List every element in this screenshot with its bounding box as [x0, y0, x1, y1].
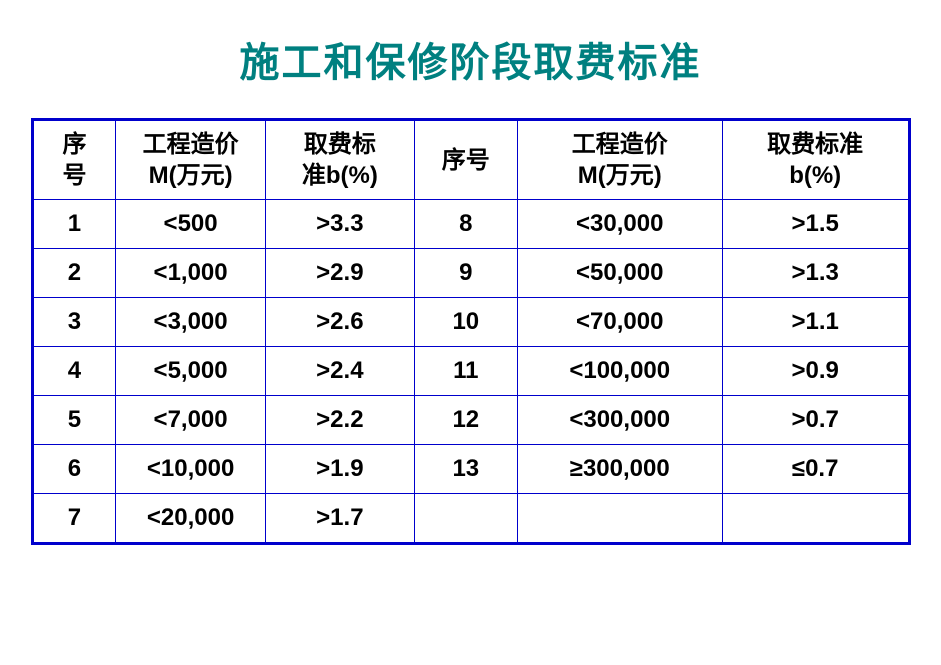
header-label-line1: 工程造价	[143, 131, 239, 158]
cell-cost: <50,000	[517, 249, 722, 298]
cell-seq: 8	[414, 200, 517, 249]
cell-rate: >0.9	[722, 347, 909, 396]
cell-empty	[517, 494, 722, 544]
header-label-line2: M(万元)	[149, 162, 233, 189]
cell-seq: 3	[32, 298, 116, 347]
table-row: 5 <7,000 >2.2 12 <300,000 >0.7	[32, 396, 909, 445]
header-label-line2: M(万元)	[578, 162, 662, 189]
header-label-line1: 取费标	[304, 131, 376, 158]
cell-cost: <7,000	[116, 396, 265, 445]
table-row: 3 <3,000 >2.6 10 <70,000 >1.1	[32, 298, 909, 347]
cell-seq: 5	[32, 396, 116, 445]
header-label-line2: 准b(%)	[302, 162, 378, 189]
table-body: 1 <500 >3.3 8 <30,000 >1.5 2 <1,000 >2.9…	[32, 200, 909, 544]
header-label: 序号	[442, 147, 490, 174]
cell-rate: >3.3	[265, 200, 414, 249]
cell-rate: >1.3	[722, 249, 909, 298]
header-seq-left: 序号	[32, 120, 116, 200]
cell-seq: 7	[32, 494, 116, 544]
cell-cost: <10,000	[116, 445, 265, 494]
cell-rate: >2.4	[265, 347, 414, 396]
cell-seq: 6	[32, 445, 116, 494]
cell-cost: <70,000	[517, 298, 722, 347]
table-row: 7 <20,000 >1.7	[32, 494, 909, 544]
cell-cost: <100,000	[517, 347, 722, 396]
table-row: 1 <500 >3.3 8 <30,000 >1.5	[32, 200, 909, 249]
cell-seq: 4	[32, 347, 116, 396]
cell-seq: 11	[414, 347, 517, 396]
cell-empty	[722, 494, 909, 544]
table-row: 4 <5,000 >2.4 11 <100,000 >0.9	[32, 347, 909, 396]
cell-empty	[414, 494, 517, 544]
header-cost-right: 工程造价 M(万元)	[517, 120, 722, 200]
cell-cost: <500	[116, 200, 265, 249]
cell-cost: <3,000	[116, 298, 265, 347]
header-label: 序号	[62, 131, 86, 189]
cell-rate: >2.6	[265, 298, 414, 347]
table-row: 6 <10,000 >1.9 13 ≥300,000 ≤0.7	[32, 445, 909, 494]
cell-cost: <5,000	[116, 347, 265, 396]
cell-seq: 13	[414, 445, 517, 494]
cell-cost: <300,000	[517, 396, 722, 445]
cell-rate: >1.1	[722, 298, 909, 347]
cell-cost: ≥300,000	[517, 445, 722, 494]
cell-rate: >2.2	[265, 396, 414, 445]
cell-seq: 9	[414, 249, 517, 298]
fee-standard-table: 序号 工程造价 M(万元) 取费标 准b(%) 序号 工程造价 M(万元)	[31, 118, 911, 545]
header-rate-left: 取费标 准b(%)	[265, 120, 414, 200]
header-label-line2: b(%)	[789, 162, 841, 189]
cell-seq: 12	[414, 396, 517, 445]
cell-rate: >0.7	[722, 396, 909, 445]
table-row: 2 <1,000 >2.9 9 <50,000 >1.3	[32, 249, 909, 298]
cell-cost: <30,000	[517, 200, 722, 249]
cell-cost: <1,000	[116, 249, 265, 298]
cell-rate: >2.9	[265, 249, 414, 298]
fee-table-container: 序号 工程造价 M(万元) 取费标 准b(%) 序号 工程造价 M(万元)	[31, 118, 911, 545]
header-cost-left: 工程造价 M(万元)	[116, 120, 265, 200]
table-header-row: 序号 工程造价 M(万元) 取费标 准b(%) 序号 工程造价 M(万元)	[32, 120, 909, 200]
cell-rate: ≤0.7	[722, 445, 909, 494]
header-rate-right: 取费标准 b(%)	[722, 120, 909, 200]
cell-rate: >1.5	[722, 200, 909, 249]
cell-rate: >1.7	[265, 494, 414, 544]
page-title: 施工和保修阶段取费标准	[240, 30, 702, 88]
header-label-line1: 工程造价	[572, 131, 668, 158]
cell-cost: <20,000	[116, 494, 265, 544]
header-seq-right: 序号	[414, 120, 517, 200]
cell-seq: 2	[32, 249, 116, 298]
cell-rate: >1.9	[265, 445, 414, 494]
cell-seq: 10	[414, 298, 517, 347]
cell-seq: 1	[32, 200, 116, 249]
header-label-line1: 取费标准	[767, 131, 863, 158]
